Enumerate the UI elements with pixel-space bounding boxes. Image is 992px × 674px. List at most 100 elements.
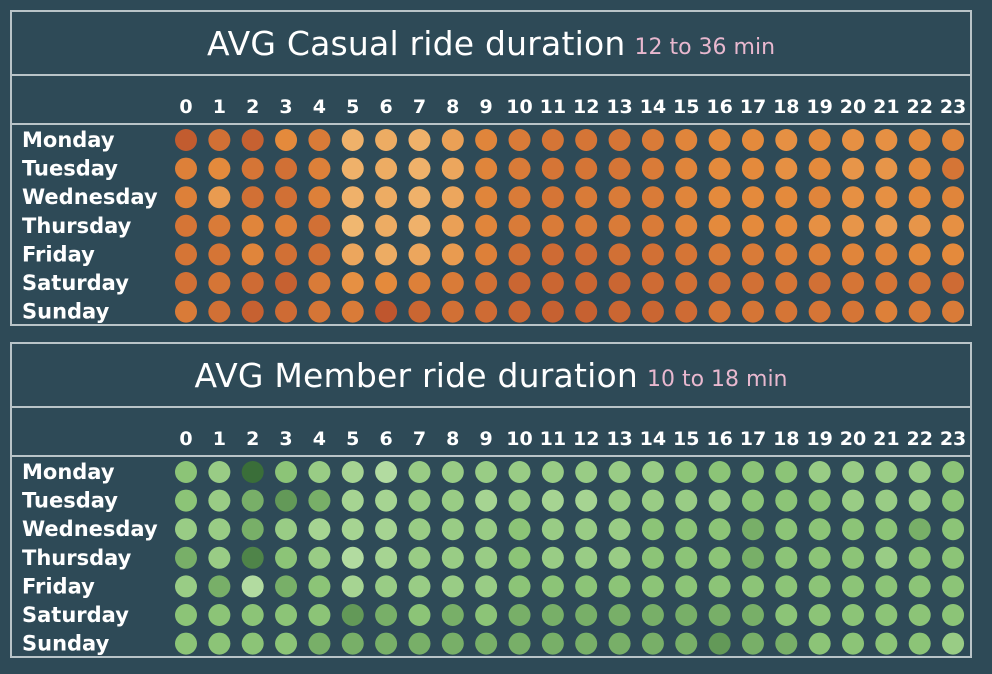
member-cell-saturday-1[interactable] bbox=[208, 604, 231, 626]
casual-cell-friday-6[interactable] bbox=[375, 243, 398, 266]
casual-cell-wednesday-12[interactable] bbox=[575, 186, 598, 209]
member-cell-sunday-0[interactable] bbox=[175, 632, 197, 655]
casual-cell-wednesday-5[interactable] bbox=[341, 186, 364, 209]
casual-cell-saturday-3[interactable] bbox=[275, 272, 298, 294]
casual-cell-friday-5[interactable] bbox=[341, 243, 364, 266]
member-cell-wednesday-22[interactable] bbox=[908, 518, 931, 541]
member-cell-monday-10[interactable] bbox=[508, 461, 531, 483]
casual-cell-wednesday-9[interactable] bbox=[475, 186, 498, 209]
casual-cell-monday-0[interactable] bbox=[175, 129, 197, 151]
casual-cell-monday-8[interactable] bbox=[441, 129, 464, 151]
casual-cell-tuesday-11[interactable] bbox=[541, 157, 564, 180]
member-cell-wednesday-13[interactable] bbox=[608, 518, 631, 541]
casual-cell-thursday-1[interactable] bbox=[208, 214, 231, 237]
casual-cell-saturday-7[interactable] bbox=[408, 272, 431, 294]
member-cell-wednesday-1[interactable] bbox=[208, 518, 231, 541]
casual-cell-tuesday-0[interactable] bbox=[175, 157, 197, 180]
casual-cell-friday-22[interactable] bbox=[908, 243, 931, 266]
casual-cell-friday-1[interactable] bbox=[208, 243, 231, 266]
member-cell-friday-15[interactable] bbox=[675, 575, 698, 598]
casual-cell-thursday-3[interactable] bbox=[275, 214, 298, 237]
member-cell-thursday-0[interactable] bbox=[175, 546, 197, 569]
member-cell-saturday-18[interactable] bbox=[775, 604, 798, 626]
member-cell-friday-1[interactable] bbox=[208, 575, 231, 598]
member-cell-sunday-14[interactable] bbox=[641, 632, 664, 655]
casual-cell-thursday-2[interactable] bbox=[241, 214, 264, 237]
member-cell-thursday-5[interactable] bbox=[341, 546, 364, 569]
member-cell-thursday-3[interactable] bbox=[275, 546, 298, 569]
member-cell-friday-23[interactable] bbox=[942, 575, 965, 598]
casual-cell-friday-8[interactable] bbox=[441, 243, 464, 266]
casual-cell-sunday-9[interactable] bbox=[475, 300, 498, 323]
member-cell-wednesday-15[interactable] bbox=[675, 518, 698, 541]
member-cell-thursday-22[interactable] bbox=[908, 546, 931, 569]
casual-cell-saturday-12[interactable] bbox=[575, 272, 598, 294]
casual-cell-tuesday-14[interactable] bbox=[641, 157, 664, 180]
member-cell-sunday-5[interactable] bbox=[341, 632, 364, 655]
casual-cell-monday-22[interactable] bbox=[908, 129, 931, 151]
casual-cell-saturday-19[interactable] bbox=[808, 272, 831, 294]
member-cell-wednesday-9[interactable] bbox=[475, 518, 498, 541]
member-cell-wednesday-3[interactable] bbox=[275, 518, 298, 541]
member-cell-friday-0[interactable] bbox=[175, 575, 197, 598]
member-cell-wednesday-20[interactable] bbox=[842, 518, 864, 541]
casual-cell-sunday-19[interactable] bbox=[808, 300, 831, 323]
casual-cell-wednesday-2[interactable] bbox=[241, 186, 264, 209]
casual-cell-saturday-15[interactable] bbox=[675, 272, 698, 294]
member-cell-monday-9[interactable] bbox=[475, 461, 498, 483]
member-cell-thursday-10[interactable] bbox=[508, 546, 531, 569]
casual-cell-saturday-21[interactable] bbox=[875, 272, 898, 294]
member-cell-thursday-16[interactable] bbox=[708, 546, 731, 569]
casual-cell-wednesday-16[interactable] bbox=[708, 186, 731, 209]
member-cell-thursday-6[interactable] bbox=[375, 546, 398, 569]
member-cell-thursday-21[interactable] bbox=[875, 546, 898, 569]
casual-cell-tuesday-10[interactable] bbox=[508, 157, 531, 180]
member-cell-friday-20[interactable] bbox=[842, 575, 864, 598]
member-cell-sunday-3[interactable] bbox=[275, 632, 298, 655]
member-cell-sunday-22[interactable] bbox=[908, 632, 931, 655]
member-cell-monday-23[interactable] bbox=[942, 461, 965, 483]
member-cell-saturday-11[interactable] bbox=[541, 604, 564, 626]
casual-cell-wednesday-8[interactable] bbox=[441, 186, 464, 209]
member-cell-sunday-7[interactable] bbox=[408, 632, 431, 655]
member-cell-monday-2[interactable] bbox=[241, 461, 264, 483]
member-cell-friday-22[interactable] bbox=[908, 575, 931, 598]
casual-cell-friday-15[interactable] bbox=[675, 243, 698, 266]
member-cell-wednesday-14[interactable] bbox=[641, 518, 664, 541]
casual-cell-friday-7[interactable] bbox=[408, 243, 431, 266]
casual-cell-tuesday-5[interactable] bbox=[341, 157, 364, 180]
casual-cell-tuesday-3[interactable] bbox=[275, 157, 298, 180]
member-cell-thursday-9[interactable] bbox=[475, 546, 498, 569]
casual-cell-monday-7[interactable] bbox=[408, 129, 431, 151]
member-cell-tuesday-7[interactable] bbox=[408, 489, 431, 512]
casual-cell-friday-23[interactable] bbox=[942, 243, 965, 266]
casual-cell-saturday-16[interactable] bbox=[708, 272, 731, 294]
casual-cell-saturday-4[interactable] bbox=[308, 272, 331, 294]
member-cell-monday-19[interactable] bbox=[808, 461, 831, 483]
member-cell-monday-7[interactable] bbox=[408, 461, 431, 483]
member-cell-saturday-13[interactable] bbox=[608, 604, 631, 626]
member-cell-saturday-4[interactable] bbox=[308, 604, 331, 626]
casual-cell-tuesday-15[interactable] bbox=[675, 157, 698, 180]
member-cell-saturday-3[interactable] bbox=[275, 604, 298, 626]
member-cell-friday-3[interactable] bbox=[275, 575, 298, 598]
member-cell-thursday-8[interactable] bbox=[441, 546, 464, 569]
member-cell-thursday-11[interactable] bbox=[541, 546, 564, 569]
casual-cell-wednesday-23[interactable] bbox=[942, 186, 965, 209]
casual-cell-friday-13[interactable] bbox=[608, 243, 631, 266]
member-cell-saturday-19[interactable] bbox=[808, 604, 831, 626]
casual-cell-sunday-14[interactable] bbox=[641, 300, 664, 323]
member-cell-tuesday-17[interactable] bbox=[741, 489, 764, 512]
member-cell-friday-9[interactable] bbox=[475, 575, 498, 598]
casual-cell-saturday-2[interactable] bbox=[241, 272, 264, 294]
casual-cell-thursday-17[interactable] bbox=[741, 214, 764, 237]
casual-cell-thursday-18[interactable] bbox=[775, 214, 798, 237]
member-cell-tuesday-20[interactable] bbox=[842, 489, 864, 512]
member-cell-thursday-18[interactable] bbox=[775, 546, 798, 569]
member-cell-thursday-20[interactable] bbox=[842, 546, 864, 569]
member-cell-wednesday-10[interactable] bbox=[508, 518, 531, 541]
member-cell-monday-0[interactable] bbox=[175, 461, 197, 483]
casual-cell-thursday-8[interactable] bbox=[441, 214, 464, 237]
member-cell-friday-10[interactable] bbox=[508, 575, 531, 598]
member-cell-monday-3[interactable] bbox=[275, 461, 298, 483]
